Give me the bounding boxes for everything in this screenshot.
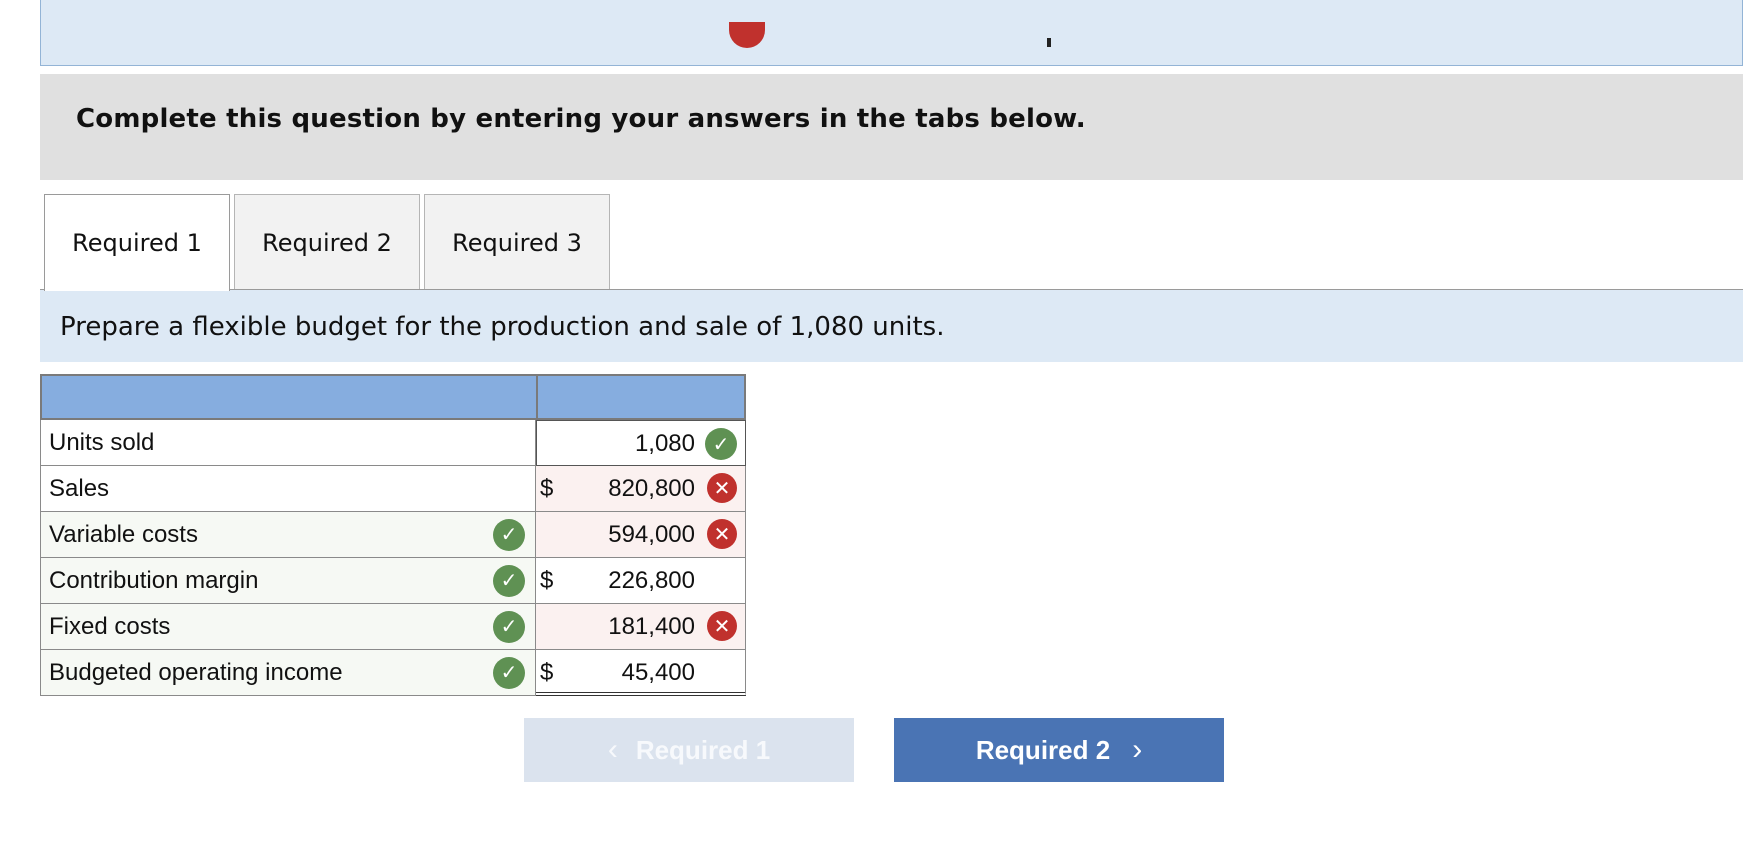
prev-button-label: Required 1 [635,734,771,765]
cell-value: 594,000 [608,521,695,548]
operating-income-value: $ 45,400 [536,650,746,696]
fixed-costs-select[interactable]: Fixed costs ✓ [40,604,536,650]
table-header [40,374,746,420]
sales-input[interactable]: $ 820,800 ✕ [536,466,746,512]
cell-value: 45,400 [621,659,695,686]
tab-required-1[interactable]: Required 1 [44,194,230,291]
contribution-margin-select[interactable]: Contribution margin ✓ [40,558,536,604]
currency-symbol: $ [540,659,554,686]
question-prompt: Prepare a flexible budget for the produc… [40,290,1743,362]
tabs-underline [40,289,1743,290]
x-icon: ✕ [707,519,737,549]
check-icon: ✓ [705,428,737,460]
x-icon: ✕ [707,473,737,503]
contribution-margin-value: $ 226,800 [536,558,746,604]
row-label: Fixed costs [49,613,171,640]
instruction-text: Complete this question by entering your … [40,74,1743,180]
x-icon: ✕ [707,611,737,641]
row-label: Budgeted operating income [49,659,343,686]
cell-value: 820,800 [608,475,695,502]
currency-symbol: $ [540,475,554,502]
divider-mark [1047,38,1051,47]
row-label: Sales [40,466,536,512]
table-row-contribution-margin: Contribution margin ✓ $ 226,800 [40,558,746,604]
status-indicator-icon [729,22,765,48]
flexible-budget-table: Units sold 1,080 ✓ Sales $ 820,800 ✕ Var… [40,374,746,698]
check-icon: ✓ [493,519,525,551]
tab-required-3[interactable]: Required 3 [424,194,610,290]
cell-value: 181,400 [608,613,695,640]
cell-value: 226,800 [608,567,695,594]
row-label: Contribution margin [49,567,259,594]
chevron-right-icon: › [1132,733,1143,766]
currency-symbol: $ [540,567,554,594]
prev-required-button[interactable]: ‹ Required 1 [524,718,854,782]
cell-value: 1,080 [634,430,695,457]
table-row-fixed-costs: Fixed costs ✓ 181,400 ✕ [40,604,746,650]
table-row-sales: Sales $ 820,800 ✕ [40,466,746,512]
table-row-variable-costs: Variable costs ✓ 594,000 ✕ [40,512,746,558]
next-button-label: Required 2 [975,734,1111,765]
chevron-left-icon: ‹ [607,733,618,766]
next-required-button[interactable]: Required 2 › [894,718,1224,782]
row-label: Variable costs [49,521,198,548]
table-row-operating-income: Budgeted operating income ✓ $ 45,400 [40,650,746,696]
check-icon: ✓ [493,657,525,689]
top-banner [40,0,1743,66]
operating-income-select[interactable]: Budgeted operating income ✓ [40,650,536,696]
variable-costs-input[interactable]: 594,000 ✕ [536,512,746,558]
tab-required-2[interactable]: Required 2 [234,194,420,290]
table-row-units-sold: Units sold 1,080 ✓ [40,420,746,466]
check-icon: ✓ [493,565,525,597]
units-sold-input[interactable]: 1,080 ✓ [536,420,746,466]
fixed-costs-input[interactable]: 181,400 ✕ [536,604,746,650]
check-icon: ✓ [493,611,525,643]
row-label: Units sold [40,420,536,466]
variable-costs-select[interactable]: Variable costs ✓ [40,512,536,558]
